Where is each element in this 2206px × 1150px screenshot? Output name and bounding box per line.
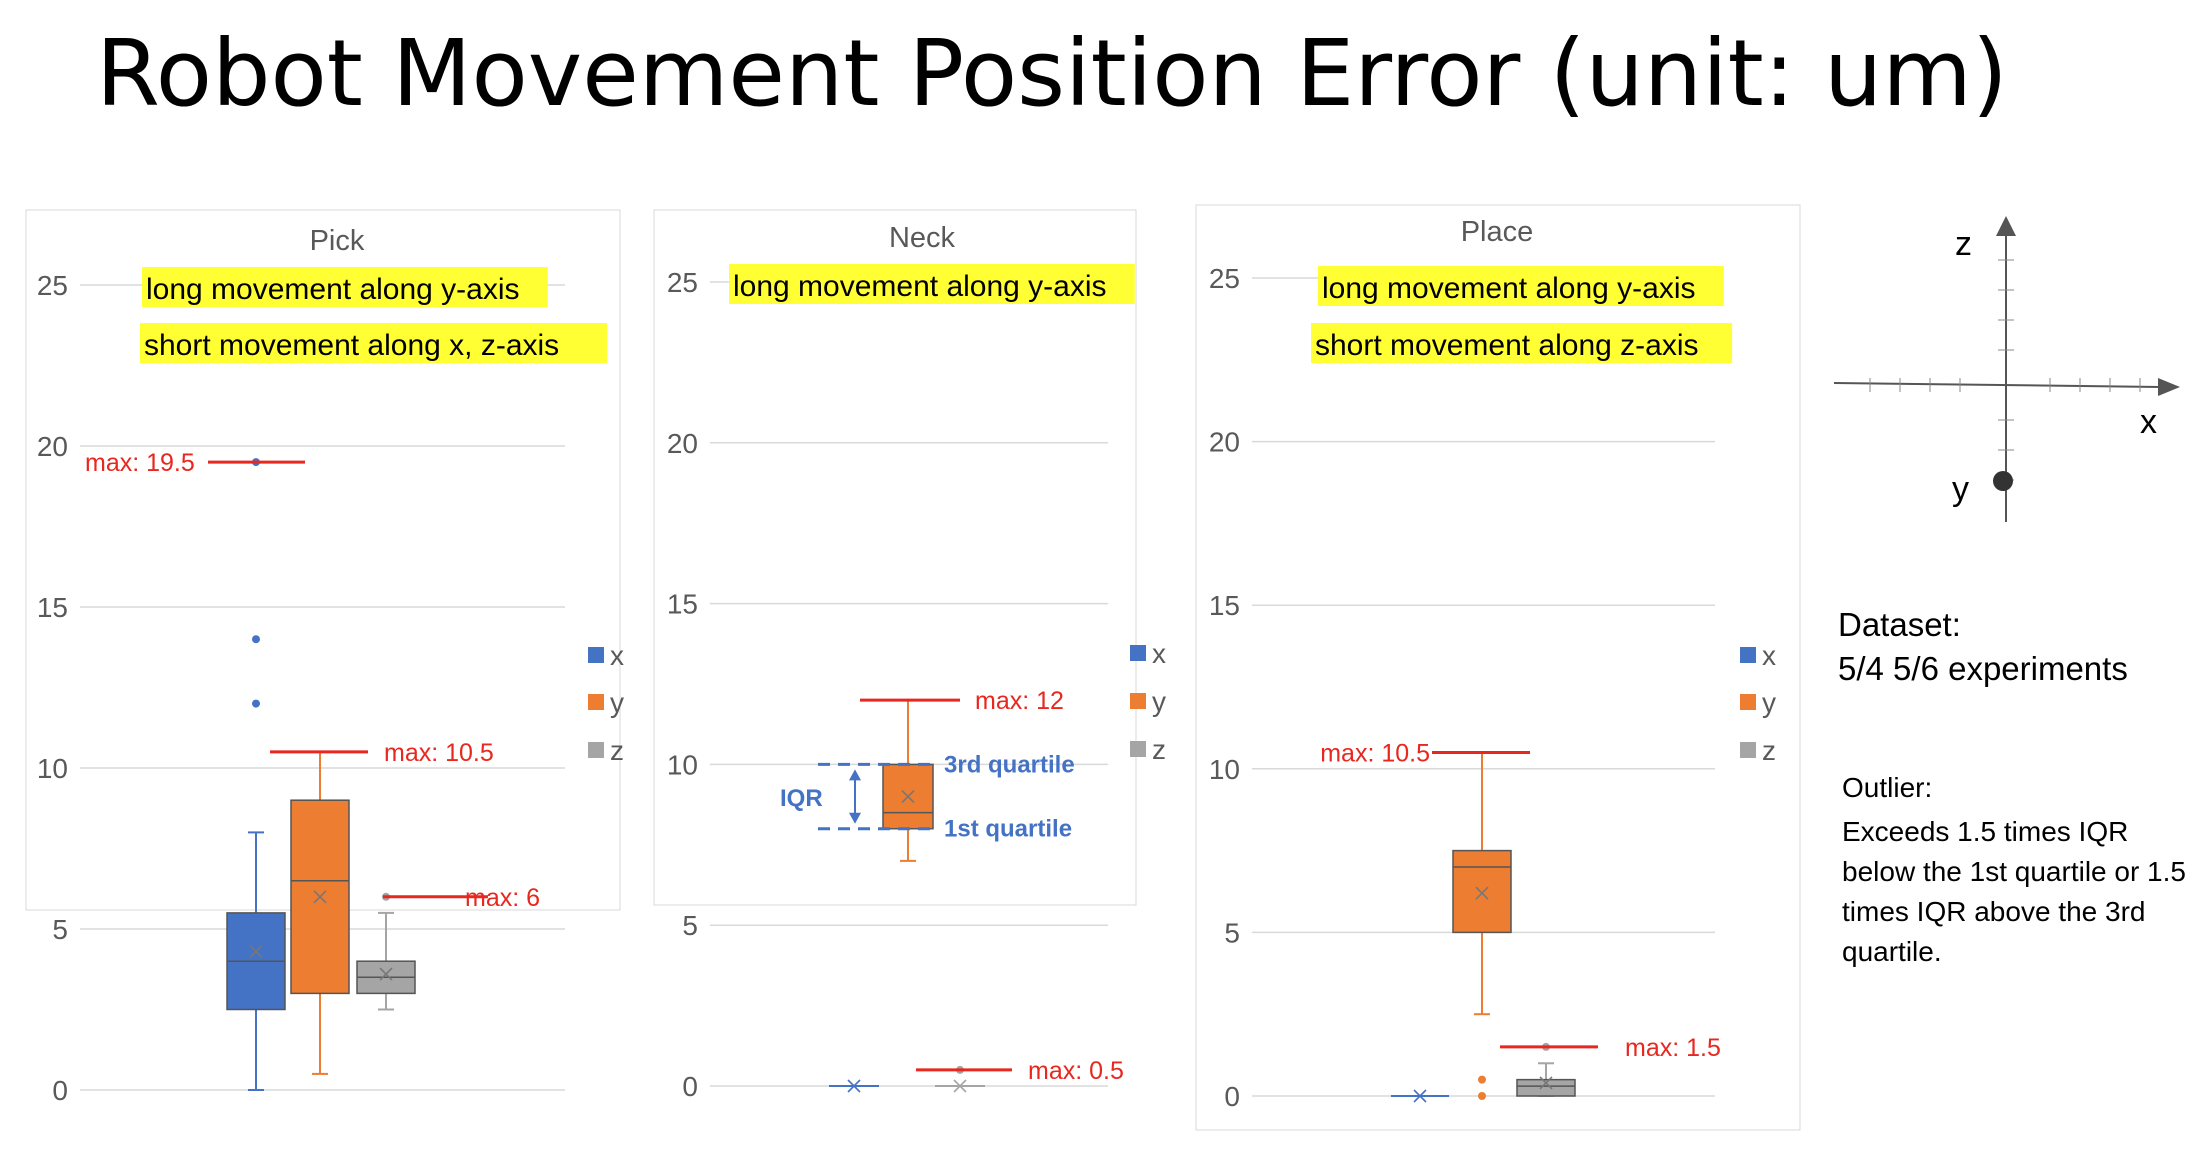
pick-y-tick-label: 0 xyxy=(52,1075,68,1106)
x-axis-arrowhead xyxy=(2158,378,2180,396)
neck-legend-swatch-x xyxy=(1130,645,1146,661)
pick-mean-marker-y xyxy=(313,890,327,904)
neck-y-tick-label: 0 xyxy=(682,1071,698,1102)
dataset-label: Dataset: xyxy=(1838,606,1961,643)
pick-max-label: max: 19.5 xyxy=(85,449,195,477)
place-legend-label-x: x xyxy=(1762,640,1776,671)
pick-legend-label-x: x xyxy=(610,640,624,671)
neck-y-tick-label: 15 xyxy=(667,589,698,620)
neck-y-tick-label: 25 xyxy=(667,267,698,298)
place-outlier-y xyxy=(1478,1075,1486,1084)
place-legend-label-z: z xyxy=(1762,735,1776,766)
place-max-label: max: 1.5 xyxy=(1625,1034,1721,1062)
pick-y-tick-label: 10 xyxy=(37,753,68,784)
neck-annotation: long movement along y-axis xyxy=(733,270,1107,303)
place-outlier-y xyxy=(1478,1092,1486,1100)
pick-y-tick-label: 5 xyxy=(52,914,68,945)
place-y-tick-label: 15 xyxy=(1209,590,1240,621)
place-frame xyxy=(1195,204,1801,1131)
neck-q3-label: 3rd quartile xyxy=(944,751,1075,778)
pick-outlier-x xyxy=(252,699,260,708)
z-axis-label: z xyxy=(1955,225,1972,263)
place-annotation-highlight xyxy=(1318,266,1724,306)
x-axis-line xyxy=(1833,382,2166,388)
page-title: Robot Movement Position Error (unit: um) xyxy=(96,20,2008,127)
neck-legend-swatch-y xyxy=(1130,693,1146,709)
place-legend-swatch-x xyxy=(1740,647,1756,663)
neck-frame xyxy=(653,209,1137,906)
neck-chart-title: Neck xyxy=(889,222,956,254)
place-annotation: long movement along y-axis xyxy=(1322,272,1696,305)
pick-max-label: max: 6 xyxy=(465,884,540,912)
place-max-label: max: 10.5 xyxy=(1320,739,1430,767)
pick-legend-swatch-x xyxy=(588,647,604,663)
place-box-y xyxy=(1452,849,1512,934)
outlier-label: Outlier: xyxy=(1842,772,1933,803)
pick-legend-swatch-z xyxy=(588,742,604,758)
neck-max-label: max: 12 xyxy=(975,687,1064,715)
pick-chart-title: Pick xyxy=(310,225,365,257)
neck-legend-label-y: y xyxy=(1152,686,1166,717)
neck-q1-label: 1st quartile xyxy=(944,816,1072,843)
place-y-tick-label: 20 xyxy=(1209,427,1240,458)
neck-annotation-highlight xyxy=(729,264,1135,304)
pick-legend-label-y: y xyxy=(610,687,624,718)
dataset-value: 5/4 5/6 experiments xyxy=(1838,650,2128,687)
y-axis-point xyxy=(1993,471,2013,491)
y-axis-label: y xyxy=(1952,470,1969,508)
place-chart-title: Place xyxy=(1461,216,1534,248)
neck-y-tick-label: 10 xyxy=(667,749,698,780)
place-y-tick-label: 0 xyxy=(1224,1081,1240,1112)
pick-max-label: max: 10.5 xyxy=(384,739,494,767)
neck-legend-label-x: x xyxy=(1152,638,1166,669)
neck-legend-swatch-z xyxy=(1130,741,1146,757)
neck-mean-marker-z xyxy=(953,1079,967,1093)
neck-mean-marker-y xyxy=(901,789,915,804)
place-annotation-highlight xyxy=(1311,323,1733,363)
pick-legend-label-z: z xyxy=(610,735,624,766)
outlier-definition: Exceeds 1.5 times IQR below the 1st quar… xyxy=(1842,816,2186,967)
pick-y-tick-label: 25 xyxy=(37,270,68,301)
pick-mean-marker-z xyxy=(379,967,393,981)
pick-mean-marker-x xyxy=(249,944,263,959)
pick-outlier-x xyxy=(252,635,260,644)
neck-y-tick-label: 5 xyxy=(682,910,698,941)
place-y-tick-label: 25 xyxy=(1209,263,1240,294)
neck-iqr-label: IQR xyxy=(780,785,823,812)
place-mean-marker-z xyxy=(1539,1076,1553,1090)
place-mean-marker-x xyxy=(1413,1089,1427,1103)
place-y-tick-label: 10 xyxy=(1209,754,1240,785)
pick-annotation-highlight xyxy=(142,267,548,307)
neck-iqr-arrowhead-up xyxy=(849,769,861,781)
neck-legend-label-z: z xyxy=(1152,734,1166,765)
place-legend-swatch-z xyxy=(1740,742,1756,758)
place-box-z xyxy=(1516,1078,1576,1097)
pick-y-tick-label: 15 xyxy=(37,592,68,623)
z-axis-arrowhead xyxy=(1996,216,2016,236)
place-mean-marker-y xyxy=(1475,886,1489,900)
place-y-tick-label: 5 xyxy=(1224,917,1240,948)
pick-annotation: short movement along x, z-axis xyxy=(144,329,559,362)
place-legend-label-y: y xyxy=(1762,687,1776,718)
neck-mean-marker-x xyxy=(847,1079,861,1093)
pick-legend-swatch-y xyxy=(588,694,604,710)
pick-annotation-highlight xyxy=(140,323,607,363)
neck-max-label: max: 0.5 xyxy=(1028,1057,1124,1085)
x-axis-label: x xyxy=(2140,403,2157,441)
pick-annotation: long movement along y-axis xyxy=(146,273,520,306)
place-annotation: short movement along z-axis xyxy=(1315,329,1699,362)
neck-iqr-arrowhead-down xyxy=(849,812,861,824)
neck-y-tick-label: 20 xyxy=(667,428,698,459)
pick-y-tick-label: 20 xyxy=(37,431,68,462)
place-legend-swatch-y xyxy=(1740,694,1756,710)
